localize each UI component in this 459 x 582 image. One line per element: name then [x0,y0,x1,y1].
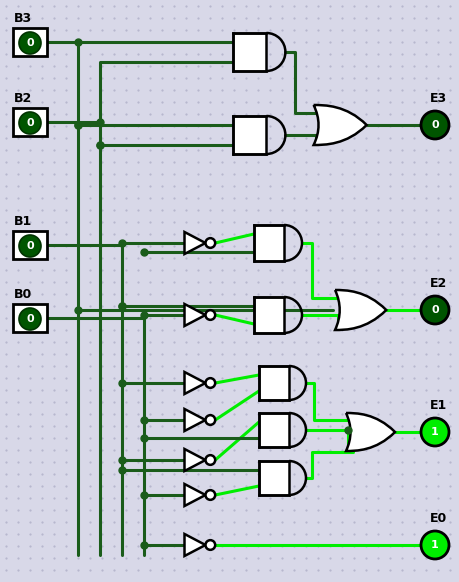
Polygon shape [184,449,205,471]
Circle shape [205,490,215,500]
Text: 0: 0 [26,314,34,324]
Circle shape [205,378,215,388]
Polygon shape [184,409,205,431]
Bar [258,413,288,447]
Text: B1: B1 [14,215,32,228]
PathPatch shape [334,290,386,330]
Text: 0: 0 [26,241,34,251]
PathPatch shape [345,413,394,451]
Polygon shape [184,232,205,254]
Circle shape [205,540,215,550]
Circle shape [205,415,215,425]
Text: E2: E2 [429,277,446,290]
Circle shape [205,455,215,465]
Text: 0: 0 [430,120,438,130]
Polygon shape [184,534,205,556]
Text: 0: 0 [26,118,34,128]
Circle shape [205,310,215,320]
Circle shape [205,238,215,248]
Text: E0: E0 [429,512,446,525]
Text: 1: 1 [430,427,438,437]
Circle shape [19,32,41,54]
Text: 0: 0 [430,305,438,315]
Bar [258,366,288,400]
Polygon shape [184,304,205,326]
Bar [253,225,283,261]
Bar [13,28,47,56]
Bar [13,304,47,332]
Circle shape [19,112,41,134]
Text: B2: B2 [14,92,32,105]
Polygon shape [184,484,205,506]
Bar [13,231,47,259]
Text: E1: E1 [429,399,446,412]
Polygon shape [184,372,205,394]
PathPatch shape [313,105,366,145]
Text: 0: 0 [26,38,34,48]
Bar [233,116,266,154]
Bar [253,297,283,333]
Circle shape [420,111,448,139]
Bar [13,108,47,136]
Circle shape [19,235,41,257]
Text: E3: E3 [429,92,446,105]
Circle shape [19,308,41,330]
Text: B3: B3 [14,12,32,25]
Circle shape [420,418,448,446]
Bar [258,461,288,495]
Text: 1: 1 [430,540,438,550]
Bar [233,33,266,71]
Circle shape [420,296,448,324]
Circle shape [420,531,448,559]
Text: B0: B0 [14,288,32,301]
